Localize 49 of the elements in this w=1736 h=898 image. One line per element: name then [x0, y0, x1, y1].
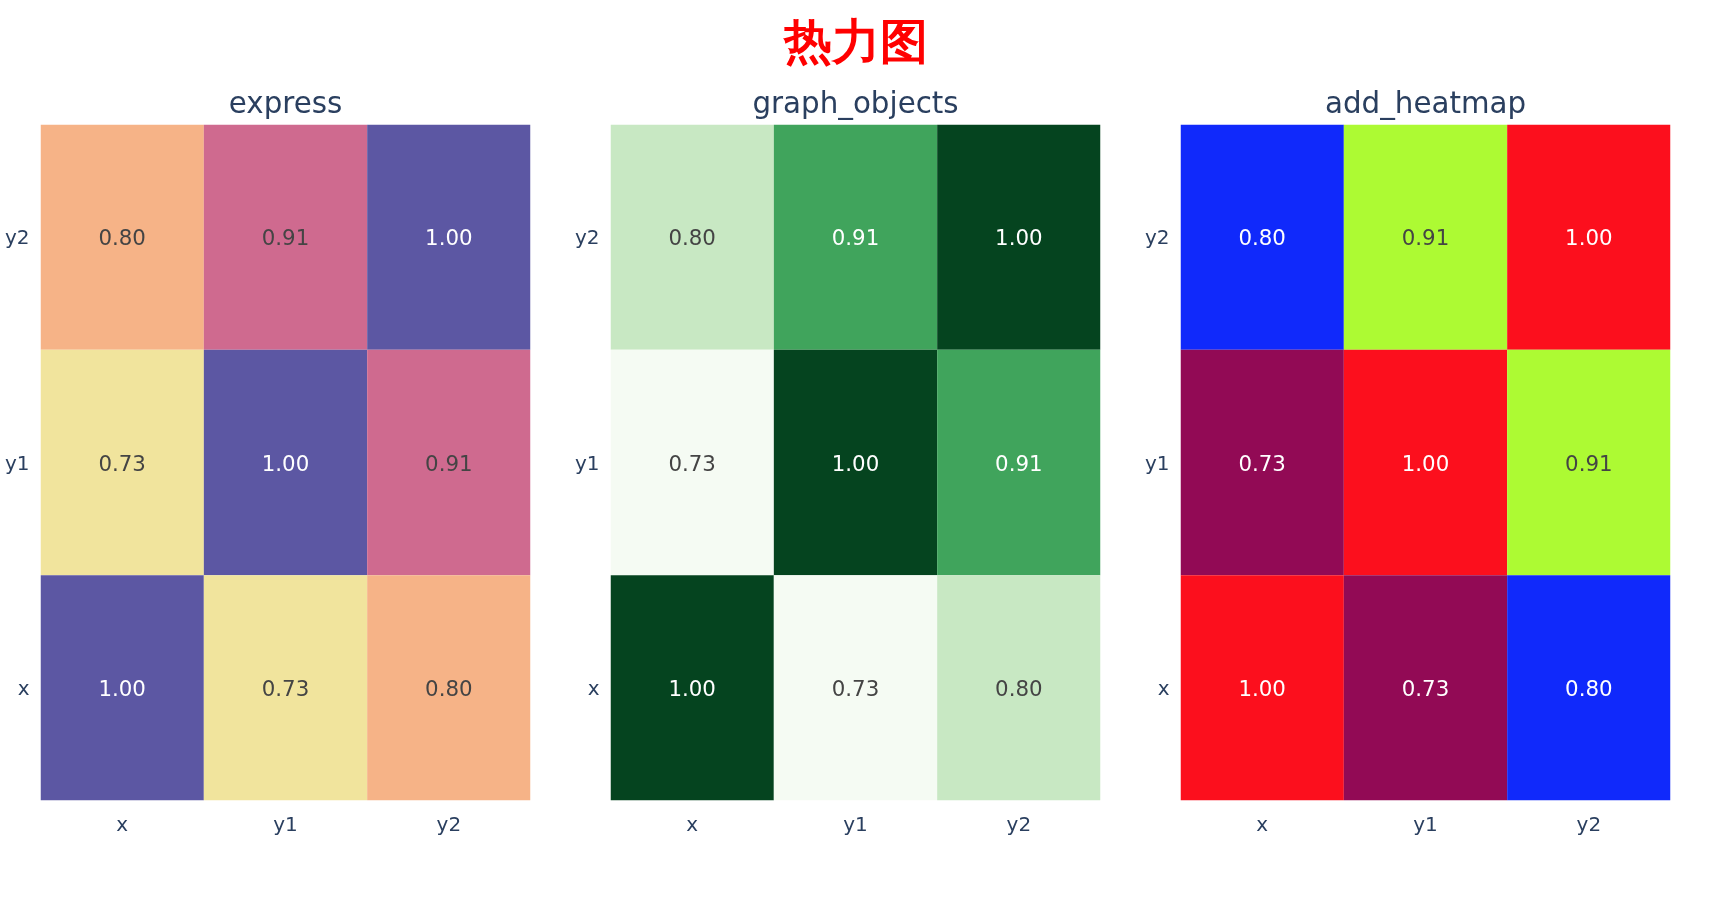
data-label: 0.91 [1565, 450, 1613, 476]
data-label: 0.73 [98, 450, 146, 476]
data-label: 0.80 [668, 225, 716, 251]
y-tick-label: y1 [4, 450, 30, 475]
data-label: 1.00 [831, 450, 880, 476]
chart-title: 热力图 [782, 12, 928, 69]
data-label: 1.00 [668, 675, 716, 701]
data-label: 0.73 [1238, 450, 1286, 476]
data-label: 1.00 [98, 675, 146, 701]
data-label: 0.73 [1401, 675, 1450, 701]
data-label: 1.00 [995, 225, 1043, 251]
y-tick-label: y1 [574, 450, 600, 475]
data-label: 1.00 [1238, 675, 1286, 701]
data-label: 1.00 [1401, 450, 1450, 476]
chart-subtitle: add_heatmap [1324, 85, 1527, 120]
x-tick-label: y2 [1576, 811, 1602, 836]
y-tick-label: y1 [1144, 450, 1170, 475]
data-label: 1.00 [261, 450, 310, 476]
chart-subtitle: graph_objects [752, 85, 959, 120]
y-tick-label: y2 [1144, 225, 1170, 250]
x-tick-label: y2 [1006, 811, 1032, 836]
y-tick-label: y2 [574, 225, 600, 250]
x-tick-label: x [1256, 811, 1269, 836]
data-label: 0.80 [1565, 675, 1613, 701]
data-label: 0.80 [98, 225, 146, 251]
data-label: 0.73 [261, 675, 310, 701]
y-tick-label: y2 [4, 225, 30, 250]
data-label: 0.80 [1238, 225, 1286, 251]
x-tick-label: y2 [436, 811, 462, 836]
x-tick-label: y1 [1413, 811, 1438, 836]
data-label: 0.80 [425, 675, 473, 701]
data-label: 0.91 [831, 225, 880, 251]
chart-subtitle: express [228, 85, 343, 120]
x-tick-label: y1 [843, 811, 868, 836]
x-tick-label: x [686, 811, 699, 836]
x-tick-label: y1 [273, 811, 298, 836]
data-label: 0.91 [1401, 225, 1450, 251]
data-label: 1.00 [425, 225, 473, 251]
data-label: 0.73 [831, 675, 880, 701]
data-label: 0.73 [668, 450, 716, 476]
data-label: 0.80 [995, 675, 1043, 701]
data-label: 1.00 [1565, 225, 1613, 251]
y-tick-label: x [587, 675, 600, 700]
data-label: 0.91 [261, 225, 310, 251]
data-label: 0.91 [425, 450, 473, 476]
data-label: 0.91 [995, 450, 1043, 476]
y-tick-label: x [1157, 675, 1170, 700]
y-tick-label: x [17, 675, 30, 700]
x-tick-label: x [116, 811, 129, 836]
